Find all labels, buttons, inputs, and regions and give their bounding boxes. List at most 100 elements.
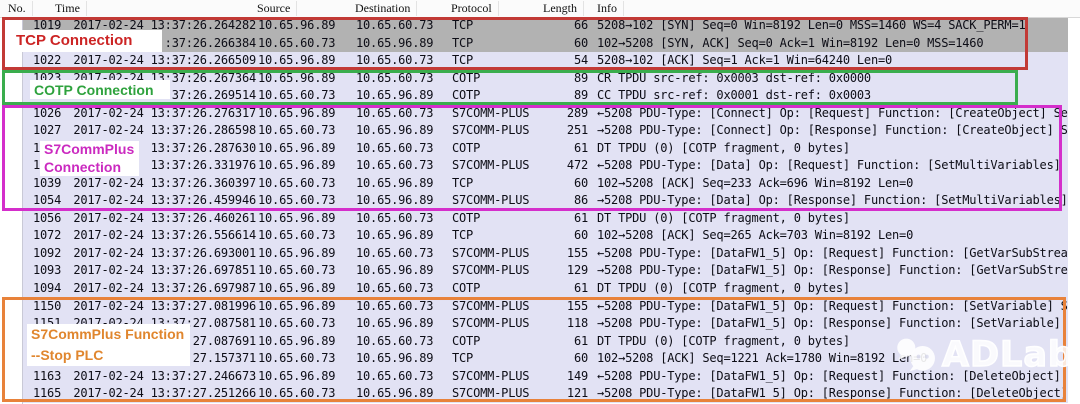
- cell-length: 89: [573, 70, 588, 85]
- row-background: [23, 367, 1068, 386]
- cotp-annotation-label: COTP Connection: [30, 80, 170, 99]
- packet-row[interactable]: 1165 2017-02-24 13:37:27.251266 10.65.60.7…: [0, 385, 1080, 403]
- cell-info: CR TPDU src-ref: 0x0003 dst-ref: 0x0000: [597, 70, 871, 85]
- cell-destination: 10.65.96.89: [356, 316, 434, 331]
- column-header-time[interactable]: Time: [55, 1, 87, 16]
- packet-row[interactable]: 27.157371 10.65.60.73 10.65.96.89 TCP 60 102→…: [0, 350, 1080, 368]
- packet-row[interactable]: :37:26.266384 10.65.60.73 10.65.96.89 TCP 60…: [0, 34, 1080, 53]
- row-background: [23, 315, 1068, 333]
- packet-row[interactable]: 1072 2017-02-24 13:37:26.556614 10.65.60.7…: [0, 227, 1080, 245]
- cell-no: 1150: [33, 298, 62, 313]
- packet-row[interactable]: 1013:37:26.28763010.65.96.8910.65.60.73C…: [0, 139, 1080, 158]
- packet-row[interactable]: 1092 2017-02-24 13:37:26.693001 10.65.96.8…: [0, 244, 1080, 263]
- cell-time: 2017-02-24 13:37:26.460261: [73, 210, 256, 225]
- cell-protocol: S7COMM-PLUS: [452, 263, 530, 278]
- cell-time: 2017-02-24 13:37:26.266509: [73, 53, 256, 68]
- row-background: [23, 17, 1068, 35]
- cell-destination: 10.65.60.73: [356, 280, 434, 295]
- packet-row[interactable]: 1022 2017-02-24 13:37:26.266509 10.65.96.8…: [0, 52, 1080, 70]
- cell-source: 10.65.96.89: [258, 368, 336, 383]
- packet-row[interactable]: 1026 2017-02-24 13:37:26.276317 10.65.96.8…: [0, 104, 1080, 123]
- column-header-source[interactable]: Source: [257, 1, 298, 16]
- row-background: [23, 192, 1068, 210]
- cell-source: 10.65.60.73: [258, 193, 336, 208]
- cell-info: 102→5208 [SYN, ACK] Seq=0 Ack=1 Win=8192…: [597, 35, 984, 50]
- cell-info: DT TPDU (0) [COTP fragment, 0 bytes]: [597, 210, 850, 225]
- cell-time: 2017-02-24 13:37:26.459946: [73, 193, 256, 208]
- cell-protocol: COTP: [452, 280, 481, 295]
- row-background: [23, 104, 1068, 123]
- cell-source: 10.65.60.73: [258, 123, 336, 138]
- cell-info: DT TPDU (0) [COTP fragment, 0 bytes]: [597, 333, 850, 348]
- cell-protocol: COTP: [452, 70, 481, 85]
- cell-time: 27.157371: [192, 351, 256, 366]
- row-background: [23, 332, 1068, 351]
- packet-row[interactable]: 1039 2017-02-24 13:37:26.360397 10.65.60.7…: [0, 174, 1080, 193]
- cell-time: 2017-02-24 13:37:26.286598: [73, 123, 256, 138]
- cell-time: 2017-02-24 13:37:26.360397: [73, 175, 256, 190]
- cell-length: 121: [566, 386, 588, 401]
- packet-row[interactable]: 1163 2017-02-24 13:37:27.246673 10.65.96.8…: [0, 367, 1080, 386]
- cell-info: →5208 PDU-Type: [Connect] Op: [Response]…: [597, 123, 1068, 138]
- cell-protocol: S7COMM-PLUS: [452, 368, 530, 383]
- packet-list-header: No. Time Source Destination Protocol Length In…: [0, 0, 1080, 18]
- annotation-label-line: --Stop PLC: [31, 347, 104, 363]
- cell-protocol: COTP: [452, 333, 481, 348]
- column-header-info[interactable]: Info: [597, 1, 624, 16]
- row-background: [23, 157, 1068, 175]
- cell-no: 1093: [33, 263, 62, 278]
- cell-time: 2017-02-24 13:37:26.264282: [73, 18, 256, 32]
- packet-row[interactable]: 1023 2017-02-24 13:37:26.267364 10.65.96.8…: [0, 69, 1080, 88]
- packet-row[interactable]: 1027 2017-02-24 13:37:26.286598 10.65.60.7…: [0, 122, 1080, 140]
- s7func-annotation-label: S7CommPlus Function --Stop PLC: [27, 324, 190, 366]
- packet-row[interactable]: 1054 2017-02-24 13:37:26.459946 10.65.60.7…: [0, 192, 1080, 210]
- cell-time: 2017-02-24 13:37:27.081996: [73, 298, 256, 313]
- cell-length: 129: [566, 263, 588, 278]
- column-header-length[interactable]: Length: [543, 1, 584, 16]
- cell-info: →5208 PDU-Type: [DataFW1_5] Op: [Respons…: [597, 386, 1068, 401]
- column-header-destination[interactable]: Destination: [355, 1, 418, 16]
- cell-source: 10.65.96.89: [258, 53, 336, 68]
- packet-row[interactable]: 1150 2017-02-24 13:37:27.081996 10.65.96.8…: [0, 297, 1080, 316]
- annotation-label-line: Connection: [44, 158, 121, 175]
- tcp-annotation-box: [2, 17, 1028, 70]
- column-header-protocol[interactable]: Protocol: [451, 1, 499, 16]
- packet-row[interactable]: 1093 2017-02-24 13:37:26.697851 10.65.60.7…: [0, 262, 1080, 280]
- cell-info: 5208→102 [SYN] Seq=0 Win=8192 Len=0 MSS=…: [597, 18, 1026, 32]
- cell-destination: 10.65.60.73: [356, 245, 434, 260]
- cell-destination: 10.65.60.73: [356, 158, 434, 173]
- cell-source: 10.65.96.89: [258, 280, 336, 295]
- cell-protocol: COTP: [452, 88, 481, 103]
- cell-info: →5208 PDU-Type: [DataFW1_5] Op: [Respons…: [597, 263, 1068, 278]
- row-background: [23, 350, 1068, 368]
- cell-time: 2017-02-24 13:37:26.693001: [73, 245, 256, 260]
- column-header-no[interactable]: No.: [8, 1, 33, 16]
- packet-row[interactable]: 1056 2017-02-24 13:37:26.460261 10.65.96.8…: [0, 209, 1080, 228]
- cell-destination: 10.65.96.89: [356, 193, 434, 208]
- cell-no: 1092: [33, 245, 62, 260]
- cell-length: 60: [573, 175, 588, 190]
- packet-row[interactable]: 1019 2017-02-24 13:37:26.264282 10.65.96.8…: [0, 17, 1080, 35]
- packet-row[interactable]: 1094 2017-02-24 13:37:26.697987 10.65.96.8…: [0, 279, 1080, 298]
- packet-row[interactable]: 10252017-02-24 13:37:26.26951410.65.60.7…: [0, 87, 1080, 105]
- cell-source: 10.65.96.89: [258, 245, 336, 260]
- cell-source: 10.65.60.73: [258, 316, 336, 331]
- cell-source: 10.65.60.73: [258, 88, 336, 103]
- packet-row[interactable]: 27.087691 10.65.96.89 10.65.60.73 COTP 61 DT …: [0, 332, 1080, 351]
- cell-length: 149: [566, 368, 588, 383]
- cell-length: 61: [573, 140, 588, 155]
- cell-length: 60: [573, 351, 588, 366]
- cell-destination: 10.65.60.73: [356, 333, 434, 348]
- annotation-label-line: TCP Connection: [16, 32, 133, 49]
- row-background: [23, 262, 1068, 280]
- cell-source: 10.65.96.89: [258, 158, 336, 173]
- cell-length: 61: [573, 280, 588, 295]
- s7conn-annotation-label: S7CommPlus Connection: [40, 141, 139, 176]
- cell-destination: 10.65.96.89: [356, 351, 434, 366]
- cell-time: 27.087691: [192, 333, 256, 348]
- cell-no: 1019: [33, 18, 62, 32]
- cell-source: 10.65.96.89: [258, 140, 336, 155]
- row-background: [23, 279, 1068, 298]
- cell-length: 89: [573, 88, 588, 103]
